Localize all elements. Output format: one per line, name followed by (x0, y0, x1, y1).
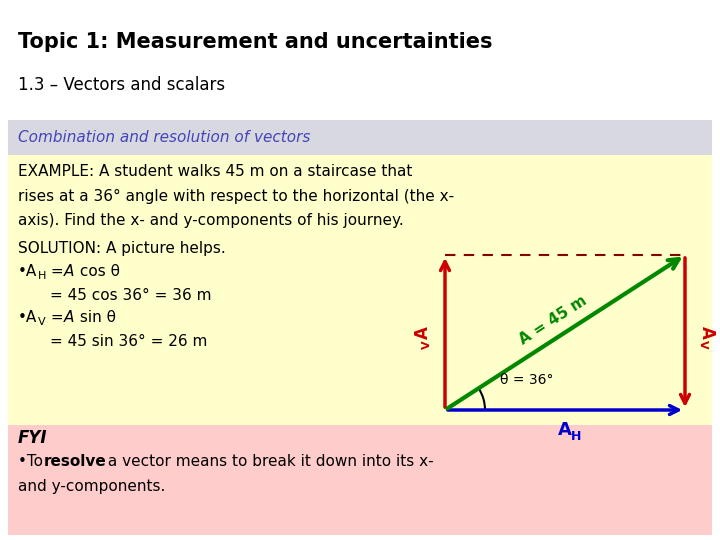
Text: Topic 1: Measurement and uncertainties: Topic 1: Measurement and uncertainties (18, 32, 492, 52)
Bar (8, 120, 712, 155)
Text: rises at a 36° angle with respect to the horizontal (the x-: rises at a 36° angle with respect to the… (18, 188, 454, 204)
Text: A: A (698, 326, 716, 339)
Text: cos θ: cos θ (75, 265, 120, 280)
Text: EXAMPLE: A student walks 45 m on a staircase that: EXAMPLE: A student walks 45 m on a stair… (18, 165, 413, 179)
Text: A: A (558, 421, 572, 439)
Text: axis). Find the x- and y-components of his journey.: axis). Find the x- and y-components of h… (18, 213, 404, 227)
Text: SOLUTION: A picture helps.: SOLUTION: A picture helps. (18, 240, 226, 255)
Text: = 45 sin 36° = 26 m: = 45 sin 36° = 26 m (50, 334, 207, 349)
Text: A: A (64, 265, 74, 280)
Text: Combination and resolution of vectors: Combination and resolution of vectors (18, 131, 310, 145)
Text: =: = (46, 310, 68, 326)
Text: A: A (64, 310, 74, 326)
Text: H: H (571, 429, 581, 442)
Bar (8, 155, 712, 425)
Text: •A: •A (18, 265, 37, 280)
Text: = 45 cos 36° = 36 m: = 45 cos 36° = 36 m (50, 288, 212, 303)
Text: A = 45 m: A = 45 m (516, 293, 590, 348)
Text: sin θ: sin θ (75, 310, 116, 326)
Bar (8, 425, 712, 535)
Text: FYI: FYI (18, 429, 48, 447)
Text: •To: •To (18, 455, 48, 469)
Text: V: V (422, 340, 432, 349)
Text: a vector means to break it down into its x-: a vector means to break it down into its… (103, 455, 433, 469)
Text: θ = 36°: θ = 36° (500, 373, 554, 387)
Text: V: V (698, 340, 708, 349)
Text: =: = (46, 265, 68, 280)
Text: H: H (38, 271, 46, 281)
Text: •A: •A (18, 310, 37, 326)
Text: V: V (38, 317, 45, 327)
Text: A: A (414, 326, 432, 339)
Text: resolve: resolve (44, 455, 107, 469)
Text: and y-components.: and y-components. (18, 478, 166, 494)
Text: 1.3 – Vectors and scalars: 1.3 – Vectors and scalars (18, 76, 225, 94)
